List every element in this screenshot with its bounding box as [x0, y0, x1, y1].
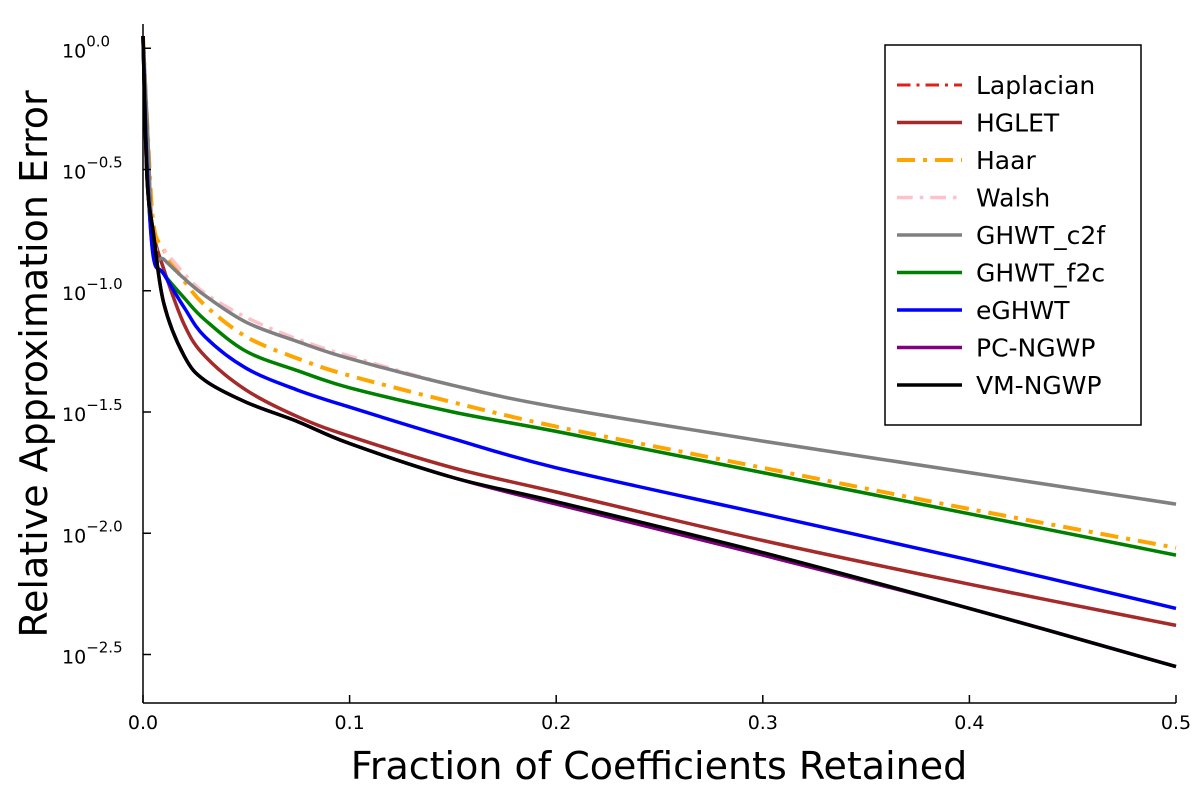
y-tick-exponent: −0.5 [86, 154, 122, 172]
legend-items: Laplacian HGLET Haar Walsh GHWT_c2f GHWT_f2ce… [897, 71, 1106, 400]
y-tick-label: 10−1.0 [62, 275, 123, 305]
y-tick-exponent: −2.5 [86, 639, 122, 657]
legend-label: eGHWT [976, 296, 1070, 325]
x-tick-label: 0.1 [334, 712, 364, 734]
y-tick-base: 10 [62, 40, 86, 62]
y-tick-label: 100.0 [62, 32, 110, 62]
y-tick-exponent: −1.0 [86, 275, 122, 293]
y-tick-label: 10−2.5 [62, 639, 123, 669]
x-axis-title: Fraction of Coefficients Retained [351, 744, 967, 788]
legend: Laplacian HGLET Haar Walsh GHWT_c2f GHWT_f2ce… [884, 44, 1142, 426]
legend-label: HGLET [976, 109, 1060, 138]
x-tick-label: 0.2 [541, 712, 571, 734]
y-tick-base: 10 [62, 162, 86, 184]
axes [142, 24, 1176, 704]
y-tick-base: 10 [62, 404, 86, 426]
y-tick-label: 10−0.5 [62, 154, 123, 184]
y-tick-label: 10−2.0 [62, 517, 123, 547]
legend-label: VM-NGWP [976, 371, 1102, 400]
y-tick-base: 10 [62, 647, 86, 669]
y-tick-exponent: −1.5 [86, 396, 122, 414]
y-tick-exponent: −2.0 [86, 517, 122, 535]
y-tick-base: 10 [62, 525, 86, 547]
y-ticks: 100.010−0.510−1.010−1.510−2.010−2.5 [62, 32, 151, 669]
y-tick-exponent: 0.0 [86, 32, 110, 50]
legend-label: PC-NGWP [976, 334, 1095, 363]
legend-label: GHWT_c2f [976, 221, 1106, 250]
legend-label: Walsh [976, 184, 1050, 213]
x-tick-label: 0.3 [748, 712, 778, 734]
y-tick-label: 10−1.5 [62, 396, 123, 426]
plot-lines [141, 36, 1177, 669]
x-tick-label: 0.5 [1161, 712, 1191, 734]
y-axis-title: Relative Approximation Error [12, 90, 56, 638]
series-line-vm-ngwp [141, 36, 1177, 669]
legend-label: Laplacian [976, 71, 1095, 100]
series-line-eghwt [141, 36, 1177, 611]
x-ticks: 0.0 0.1 0.2 0.3 0.4 0.5 [128, 695, 1191, 734]
legend-label: Haar [976, 146, 1036, 175]
legend-label: GHWT_f2c [976, 259, 1105, 288]
x-tick-label: 0.0 [128, 712, 158, 734]
y-tick-base: 10 [62, 283, 86, 305]
x-tick-label: 0.4 [954, 712, 984, 734]
